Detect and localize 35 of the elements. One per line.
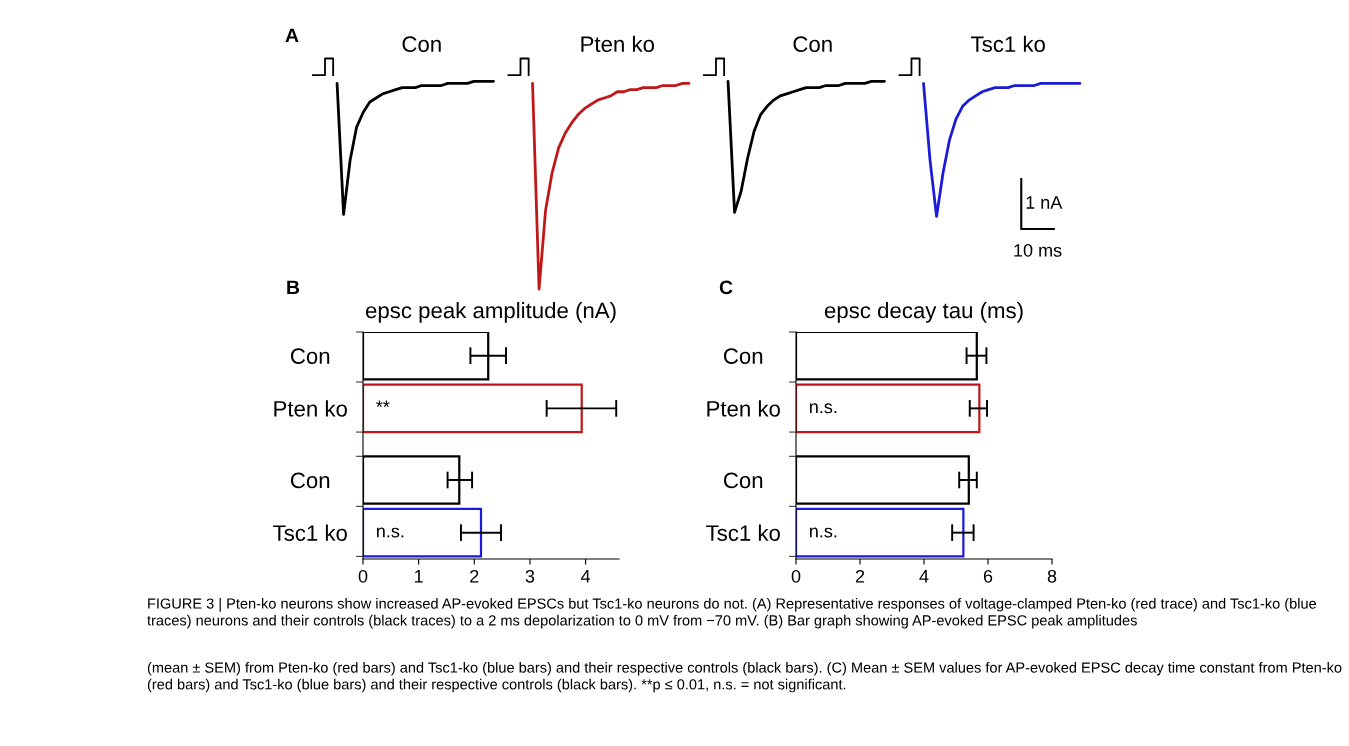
x-tick-label: 2 <box>470 569 479 583</box>
series-label: Con <box>402 36 441 53</box>
series-label: Pten ko <box>581 35 655 53</box>
chart-title: epsc decay tau (ms) <box>824 302 1023 323</box>
annotation: 10 ms <box>1014 243 1062 257</box>
annotation: n.s. <box>810 403 837 414</box>
annotation: ** <box>376 400 390 407</box>
annotation: C <box>719 280 733 295</box>
text: A <box>285 28 299 43</box>
caption: FIGURE 3 | Pten-ko neurons show increased AP-evoked EPSCs but Tsc1-ko neurons do not. (A) Representative responses of voltage-clamped Pten-ko (red trace) and Tsc1-ko (blue traces) neurons and their controls (black traces) to a 2 ms depolarization to 0 mV from −70 mV. (B) Bar graph showing AP-evoked EPSC peak amplitudes <box>147 598 1317 629</box>
y-tick-label: Pten ko <box>274 400 347 417</box>
annotation: n.s. <box>810 527 837 538</box>
y-tick-label: Con <box>723 472 763 489</box>
x-tick-label: 1 <box>415 570 423 583</box>
annotation: 1 nA <box>1026 196 1063 209</box>
text: B <box>287 280 300 295</box>
y-tick-label: Pten ko <box>707 400 780 417</box>
series-label: Tsc1 ko <box>971 35 1045 53</box>
x-tick-label: 3 <box>525 569 535 583</box>
y-tick-label: Tsc1 ko <box>273 524 347 541</box>
y-tick-label: Con <box>723 348 763 364</box>
series-label: Con <box>793 36 832 53</box>
y-tick-label: Tsc1 ko <box>706 524 780 541</box>
x-tick-label: 6 <box>983 569 993 583</box>
x-tick-label: 8 <box>1047 569 1057 583</box>
y-tick-label: Con <box>290 472 330 489</box>
x-tick-label: 4 <box>919 570 929 583</box>
x-tick-label: 0 <box>358 569 368 583</box>
x-tick-label: 4 <box>581 570 591 583</box>
text: (mean ± SEM) from Pten-ko (red bars) and Tsc1-ko (blue bars) and their respective controls (black bars). (C) Mean ± SEM values for AP-evoked EPSC decay time constant from Pten-ko (red bars) and Tsc1-ko (blue bars) and their respective controls (black bars). **p ≤ 0.01, n.s. = not significant. <box>147 662 1342 693</box>
x-tick-label: 2 <box>855 569 865 583</box>
chart-title: epsc peak amplitude (nA) <box>365 302 616 323</box>
y-tick-label: Con <box>290 348 330 364</box>
x-tick-label: 0 <box>791 569 801 583</box>
annotation: n.s. <box>377 527 404 538</box>
